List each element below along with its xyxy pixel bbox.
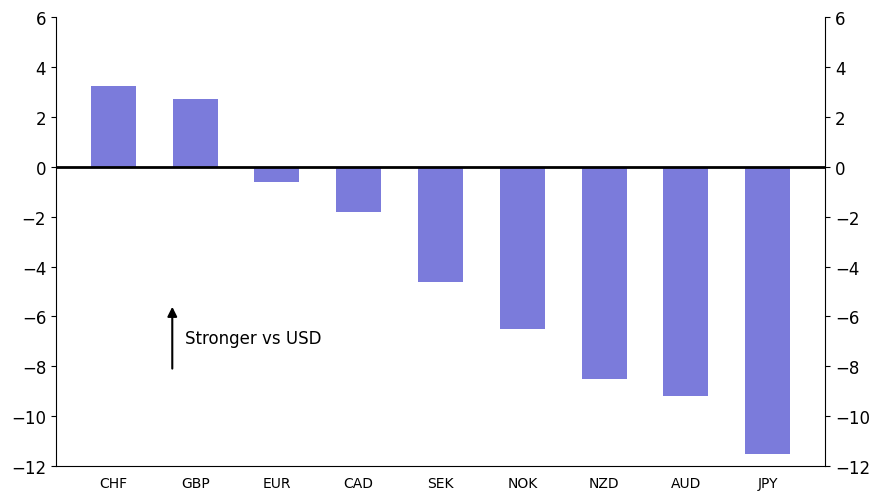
Bar	[745, 167, 790, 454]
Text: Stronger vs USD: Stronger vs USD	[184, 329, 321, 347]
Bar	[91, 87, 136, 167]
Bar	[663, 167, 708, 396]
Bar	[337, 167, 381, 212]
Bar	[255, 167, 300, 182]
Bar	[173, 100, 218, 167]
Bar	[418, 167, 463, 282]
Bar	[581, 167, 626, 379]
Bar	[500, 167, 544, 329]
